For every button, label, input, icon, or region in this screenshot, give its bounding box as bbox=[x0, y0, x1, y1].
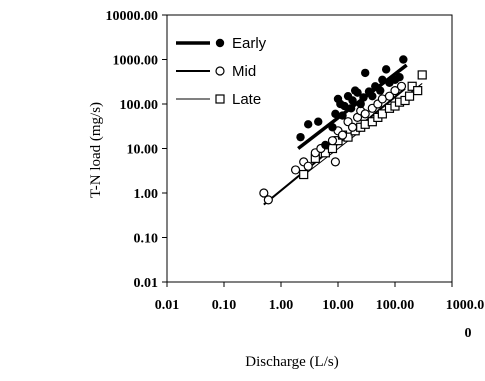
point-early bbox=[376, 86, 385, 95]
point-mid bbox=[347, 122, 358, 132]
y-tick-label: 0.10 bbox=[134, 232, 159, 247]
point-mid bbox=[384, 91, 395, 101]
point-early bbox=[348, 96, 357, 105]
x-tick-label: 100.00 bbox=[376, 298, 415, 313]
point-early bbox=[368, 91, 377, 101]
y-tick-label: 1.00 bbox=[134, 187, 159, 202]
point-late bbox=[417, 70, 427, 80]
point-mid bbox=[396, 81, 407, 91]
y-tick-label: 100.00 bbox=[120, 98, 159, 113]
x-axis-tick-labels: 0.01 0.10 1.00 10.00 100.00 1000.0 0 bbox=[155, 298, 485, 341]
legend-marker-mid bbox=[215, 66, 225, 76]
point-early bbox=[378, 75, 387, 84]
point-early bbox=[346, 104, 356, 113]
point-early bbox=[381, 65, 391, 74]
x-tick-label: 0.10 bbox=[212, 298, 237, 313]
point-late bbox=[377, 109, 387, 119]
y-axis-ticks bbox=[162, 14, 167, 283]
point-early bbox=[303, 120, 313, 129]
point-mid bbox=[390, 86, 400, 96]
legend-label-late: Late bbox=[232, 91, 261, 108]
point-mid bbox=[259, 188, 269, 198]
point-early bbox=[356, 99, 365, 109]
point-early bbox=[296, 132, 305, 142]
point-mid bbox=[330, 157, 340, 167]
y-axis-tick-labels: 0.01 0.10 1.00 10.00 100.00 1000.00 10000.00 bbox=[106, 9, 159, 291]
point-early bbox=[338, 111, 347, 120]
x-tick-label: 0.01 bbox=[155, 298, 180, 313]
point-early bbox=[360, 68, 370, 78]
point-mid bbox=[337, 130, 348, 140]
legend: Early Mid Late bbox=[176, 35, 267, 108]
point-mid bbox=[327, 136, 338, 146]
point-late bbox=[413, 86, 423, 96]
legend-marker-late bbox=[215, 94, 225, 104]
point-mid bbox=[303, 161, 313, 171]
point-early bbox=[395, 73, 404, 82]
point-early bbox=[353, 88, 362, 97]
x-axis-ticks bbox=[166, 282, 453, 287]
x-axis-title: Discharge (L/s) bbox=[245, 354, 338, 370]
point-late bbox=[299, 169, 309, 180]
plot-area bbox=[166, 14, 453, 283]
y-axis-title: T-N load (mg/s) bbox=[88, 102, 104, 198]
point-early bbox=[314, 117, 323, 126]
point-mid bbox=[360, 109, 370, 119]
point-early bbox=[331, 109, 340, 119]
x-tick-label: 10.00 bbox=[322, 298, 354, 313]
point-late bbox=[404, 91, 415, 101]
x-tick-label: 0 bbox=[465, 326, 472, 341]
point-early bbox=[328, 123, 337, 132]
y-tick-label: 10.00 bbox=[127, 143, 159, 158]
y-tick-label: 1000.00 bbox=[113, 54, 159, 69]
y-tick-label: 10000.00 bbox=[106, 9, 159, 24]
data-points bbox=[259, 55, 427, 205]
point-late bbox=[327, 143, 338, 154]
point-mid bbox=[263, 195, 273, 205]
point-early bbox=[340, 101, 349, 111]
point-mid bbox=[290, 165, 301, 175]
legend-marker-early bbox=[215, 38, 225, 48]
legend-label-mid: Mid bbox=[232, 63, 256, 80]
y-tick-label: 0.01 bbox=[134, 276, 159, 291]
point-early bbox=[359, 93, 368, 102]
x-tick-label: 1.00 bbox=[269, 298, 294, 313]
legend-label-early: Early bbox=[232, 35, 267, 52]
point-early bbox=[321, 140, 330, 150]
point-early bbox=[399, 55, 408, 64]
x-tick-label: 1000.0 bbox=[446, 298, 485, 313]
